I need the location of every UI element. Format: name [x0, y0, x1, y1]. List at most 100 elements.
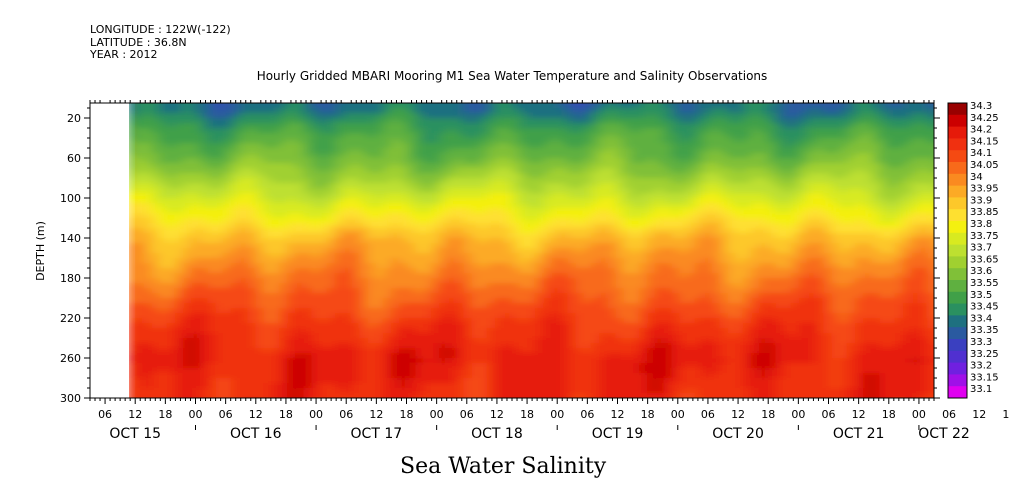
heatmap-cell: [151, 318, 161, 324]
heatmap-cell: [679, 143, 689, 149]
heatmap-cell: [463, 298, 473, 304]
heatmap-cell: [303, 283, 313, 289]
heatmap-cell: [607, 388, 617, 394]
heatmap-cell: [231, 128, 241, 134]
heatmap-cell: [175, 183, 185, 189]
salinity-heatmap: [129, 103, 934, 398]
heatmap-cell: [687, 223, 697, 229]
heatmap-cell: [295, 198, 305, 204]
heatmap-cell: [415, 338, 425, 344]
heatmap-cell: [471, 233, 481, 239]
heatmap-cell: [223, 278, 233, 284]
heatmap-cell: [615, 218, 625, 224]
heatmap-cell: [559, 333, 569, 339]
heatmap-cell: [559, 293, 569, 299]
heatmap-cell: [167, 278, 177, 284]
heatmap-cell: [463, 203, 473, 209]
heatmap-cell: [255, 253, 265, 259]
heatmap-cell: [503, 103, 513, 109]
heatmap-cell: [239, 373, 249, 379]
heatmap-cell: [687, 293, 697, 299]
heatmap-cell: [655, 338, 665, 344]
heatmap-cell: [503, 298, 513, 304]
heatmap-cell: [375, 388, 385, 394]
heatmap-cell: [639, 218, 649, 224]
heatmap-cell: [343, 133, 353, 139]
heatmap-cell: [439, 343, 449, 349]
heatmap-cell: [167, 108, 177, 114]
heatmap-cell: [511, 303, 521, 309]
heatmap-cell: [711, 278, 721, 284]
heatmap-cell: [695, 373, 705, 379]
heatmap-cell: [367, 313, 377, 319]
heatmap-cell: [615, 133, 625, 139]
heatmap-cell: [679, 238, 689, 244]
heatmap-cell: [159, 208, 169, 214]
heatmap-cell: [351, 208, 361, 214]
heatmap-cell: [471, 338, 481, 344]
heatmap-cell: [543, 288, 553, 294]
heatmap-cell: [183, 373, 193, 379]
heatmap-cell: [135, 168, 145, 174]
heatmap-cell: [639, 243, 649, 249]
heatmap-cell: [199, 243, 209, 249]
heatmap-cell: [151, 328, 161, 334]
heatmap-cell: [487, 243, 497, 249]
heatmap-cell: [447, 168, 457, 174]
heatmap-cell: [311, 338, 321, 344]
heatmap-cell: [655, 298, 665, 304]
heatmap-cell: [671, 253, 681, 259]
heatmap-cell: [175, 248, 185, 254]
heatmap-cell: [351, 353, 361, 359]
heatmap-cell: [359, 343, 369, 349]
heatmap-cell: [129, 308, 137, 314]
heatmap-cell: [567, 163, 577, 169]
heatmap-cell: [279, 293, 289, 299]
heatmap-cell: [191, 278, 201, 284]
heatmap-cell: [383, 168, 393, 174]
heatmap-cell: [543, 323, 553, 329]
heatmap-cell: [399, 183, 409, 189]
location-metadata: LONGITUDE : 122W(-122) LATITUDE : 36.8N …: [90, 23, 231, 62]
heatmap-cell: [359, 198, 369, 204]
heatmap-cell: [215, 238, 225, 244]
heatmap-cell: [479, 243, 489, 249]
heatmap-cell: [447, 283, 457, 289]
heatmap-cell: [487, 298, 497, 304]
heatmap-cell: [335, 193, 345, 199]
heatmap-cell: [735, 278, 745, 284]
heatmap-cell: [487, 103, 497, 109]
heatmap-cell: [695, 198, 705, 204]
heatmap-cell: [343, 378, 353, 384]
heatmap-cell: [567, 213, 577, 219]
heatmap-cell: [735, 293, 745, 299]
heatmap-cell: [335, 223, 345, 229]
heatmap-cell: [487, 358, 497, 364]
heatmap-cell: [591, 338, 601, 344]
heatmap-cell: [647, 168, 657, 174]
heatmap-cell: [527, 233, 537, 239]
heatmap-cell: [695, 203, 705, 209]
heatmap-cell: [663, 138, 673, 144]
heatmap-cell: [527, 243, 537, 249]
heatmap-cell: [719, 333, 729, 339]
heatmap-cell: [343, 388, 353, 394]
heatmap-cell: [775, 158, 785, 164]
heatmap-cell: [135, 273, 145, 279]
heatmap-cell: [495, 228, 505, 234]
heatmap-cell: [175, 203, 185, 209]
heatmap-cell: [751, 383, 761, 389]
heatmap-cell: [567, 288, 577, 294]
heatmap-cell: [175, 363, 185, 369]
heatmap-cell: [687, 338, 697, 344]
heatmap-cell: [671, 323, 681, 329]
heatmap-cell: [431, 108, 441, 114]
heatmap-cell: [391, 223, 401, 229]
heatmap-cell: [255, 213, 265, 219]
heatmap-cell: [231, 213, 241, 219]
heatmap-cell: [471, 163, 481, 169]
heatmap-cell: [247, 213, 257, 219]
heatmap-cell: [511, 163, 521, 169]
heatmap-cell: [159, 243, 169, 249]
heatmap-cell: [343, 153, 353, 159]
